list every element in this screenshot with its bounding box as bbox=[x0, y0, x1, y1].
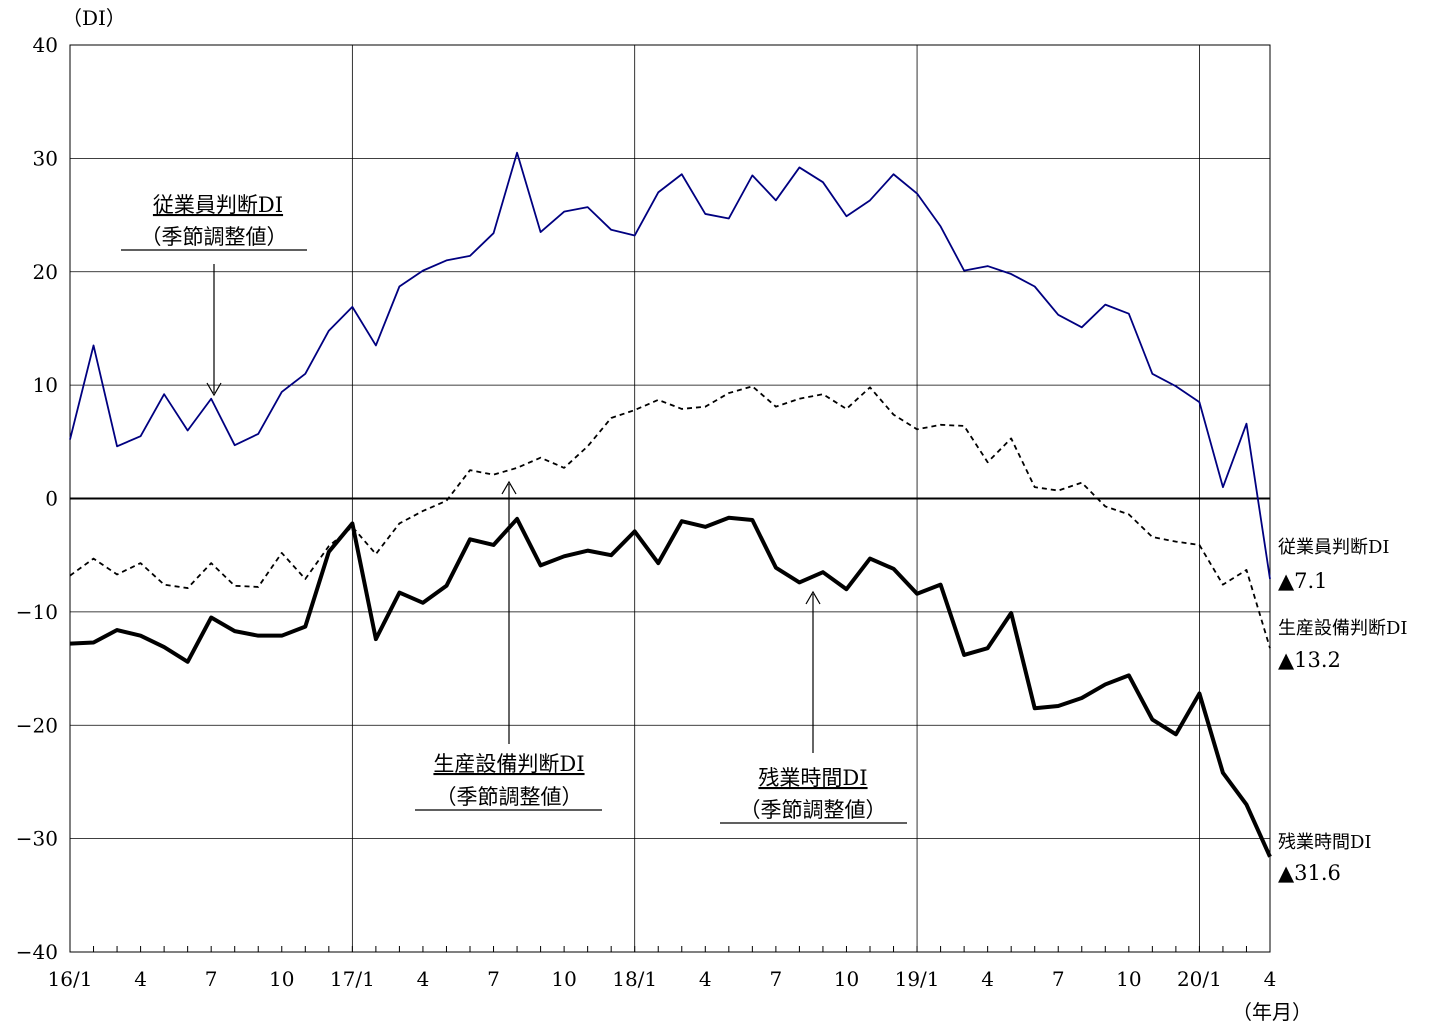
x-unit-label: （年月） bbox=[1232, 1000, 1312, 1024]
y-tick-label: −20 bbox=[16, 713, 58, 737]
x-tick-label: 10 bbox=[269, 967, 294, 991]
x-tick-label: 16/1 bbox=[48, 967, 93, 991]
series-lines bbox=[69, 151, 1272, 858]
annotation-employee-subtitle: （季節調整値） bbox=[141, 225, 288, 249]
x-tick-label: 7 bbox=[487, 967, 500, 991]
x-tick-label: 17/1 bbox=[330, 967, 375, 991]
y-tick-label: 30 bbox=[33, 146, 58, 170]
end-label-equipment-value: ▲13.2 bbox=[1278, 648, 1341, 672]
annotation-overtime-title: 残業時間DI bbox=[758, 766, 867, 790]
series-equipment-line bbox=[69, 385, 1271, 649]
annotation-overtime: 残業時間DI （季節調整値） bbox=[720, 590, 907, 824]
annotation-employee-arrowhead bbox=[206, 382, 222, 397]
x-tick-label: 4 bbox=[134, 967, 147, 991]
y-tick-label: −40 bbox=[16, 940, 58, 964]
x-tick-label: 19/1 bbox=[895, 967, 940, 991]
end-label-overtime-name: 残業時間DI bbox=[1278, 832, 1372, 853]
annotation-equipment-arrowhead bbox=[501, 480, 517, 495]
annotation-employee: 従業員判断DI （季節調整値） bbox=[121, 193, 307, 397]
x-tick-label: 4 bbox=[1264, 967, 1277, 991]
x-tick-label: 10 bbox=[551, 967, 576, 991]
x-tick-label: 7 bbox=[1052, 967, 1065, 991]
x-tick-label: 4 bbox=[417, 967, 430, 991]
x-tick-label: 10 bbox=[834, 967, 859, 991]
series-overtime-line bbox=[69, 515, 1272, 858]
x-tick-label: 7 bbox=[205, 967, 218, 991]
y-tick-label: 40 bbox=[33, 33, 58, 57]
series-employee-line bbox=[69, 151, 1271, 580]
y-tick-label: −10 bbox=[16, 600, 58, 624]
annotation-equipment-title: 生産設備判断DI bbox=[433, 752, 584, 776]
end-label-equipment-name: 生産設備判断DI bbox=[1278, 618, 1408, 639]
axes: （DI） （年月） 40 30 20 10 0 −10 −20 −30 −40 16/1 4 7 10 1… bbox=[16, 6, 1312, 1024]
x-tick-label: 18/1 bbox=[612, 967, 657, 991]
annotation-overtime-subtitle: （季節調整値） bbox=[740, 798, 887, 822]
end-label-overtime-value: ▲31.6 bbox=[1278, 861, 1341, 885]
y-tick-label: 10 bbox=[33, 373, 58, 397]
annotation-equipment: 生産設備判断DI （季節調整値） bbox=[415, 480, 602, 811]
end-label-employee-value: ▲7.1 bbox=[1278, 569, 1328, 593]
grid bbox=[69, 44, 1271, 953]
x-tick-label: 20/1 bbox=[1177, 967, 1222, 991]
end-label-employee-name: 従業員判断DI bbox=[1278, 537, 1390, 558]
x-tick-label: 4 bbox=[981, 967, 994, 991]
annotation-employee-title: 従業員判断DI bbox=[153, 193, 283, 217]
y-tick-label: 20 bbox=[33, 260, 58, 284]
y-unit-label: （DI） bbox=[62, 6, 126, 30]
end-labels: 従業員判断DI ▲7.1 生産設備判断DI ▲13.2 残業時間DI ▲31.6 bbox=[1278, 537, 1408, 885]
annotation-equipment-subtitle: （季節調整値） bbox=[436, 785, 583, 809]
x-tick-label: 10 bbox=[1116, 967, 1141, 991]
annotation-overtime-arrowhead bbox=[805, 590, 821, 605]
x-tick-label: 7 bbox=[770, 967, 783, 991]
x-tick-label: 4 bbox=[699, 967, 712, 991]
y-tick-label: 0 bbox=[45, 487, 58, 511]
y-tick-label: −30 bbox=[16, 827, 58, 851]
